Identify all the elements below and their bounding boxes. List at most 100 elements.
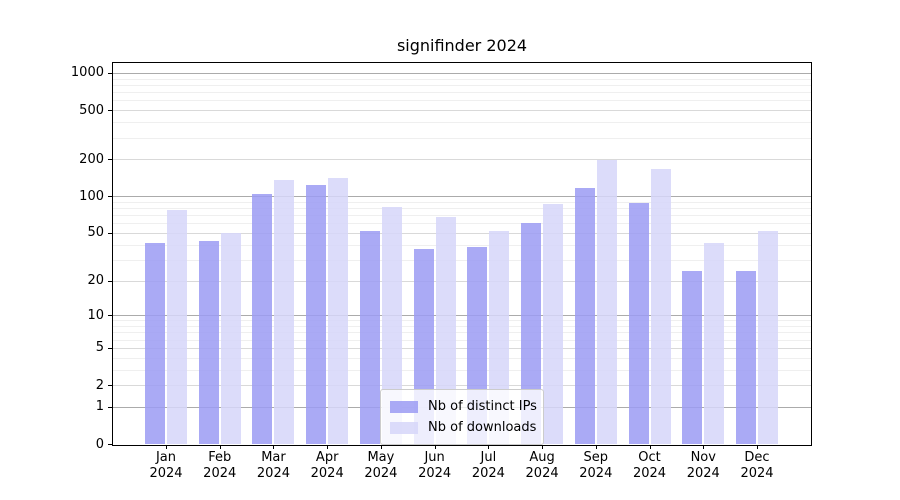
- y-tick-label-100: 100: [79, 188, 104, 204]
- y-tick-label-1: 1: [95, 399, 104, 415]
- gridline-300: [113, 137, 811, 139]
- x-tick-mark-nov: [703, 445, 705, 449]
- gridline-7: [113, 332, 811, 334]
- y-tick-label-0: 0: [95, 436, 104, 452]
- y-tick-mark-2: [108, 385, 112, 386]
- legend-swatch-distinct-ips: [390, 400, 418, 413]
- y-tick-label-50: 50: [87, 225, 104, 241]
- x-tick-mark-jan: [166, 445, 167, 449]
- bar-distinct-ips-apr: [306, 185, 327, 444]
- x-tick-label-jan: Jan 2024: [149, 450, 183, 481]
- bar-distinct-ips-sep: [574, 187, 595, 444]
- y-tick-label-10: 10: [87, 307, 104, 323]
- gridline-60: [113, 223, 811, 225]
- gridline-9: [113, 320, 811, 322]
- gridline-700: [113, 92, 811, 94]
- bar-downloads-mar: [274, 180, 295, 444]
- bar-distinct-ips-dec: [735, 271, 756, 444]
- gridline-90: [113, 201, 811, 203]
- y-tick-mark-1000: [108, 72, 112, 74]
- gridline-8: [113, 326, 811, 327]
- x-tick-mark-dec: [756, 445, 758, 449]
- gridline-6: [113, 339, 811, 341]
- bar-downloads-nov: [704, 243, 725, 444]
- bar-distinct-ips-feb: [198, 240, 219, 444]
- x-tick-mark-sep: [595, 445, 597, 449]
- y-tick-mark-5: [108, 347, 112, 349]
- x-tick-mark-mar: [273, 445, 275, 449]
- y-tick-mark-0: [108, 444, 112, 445]
- x-tick-mark-oct: [649, 445, 651, 449]
- x-tick-mark-aug: [542, 445, 544, 449]
- gridline-40: [113, 244, 811, 246]
- x-tick-mark-apr: [327, 445, 329, 449]
- x-tick-label-jun: Jun 2024: [418, 450, 452, 481]
- gridline-30: [113, 259, 811, 261]
- y-tick-label-200: 200: [79, 151, 104, 167]
- gridline-50: [113, 232, 811, 234]
- y-tick-mark-500: [108, 110, 112, 112]
- x-tick-mark-jul: [488, 445, 490, 449]
- bar-distinct-ips-aug: [521, 223, 542, 444]
- x-tick-label-feb: Feb 2024: [203, 450, 237, 481]
- gridline-80: [113, 208, 811, 210]
- x-tick-label-jul: Jul 2024: [471, 450, 505, 481]
- gridline-200: [113, 159, 811, 161]
- gridline-900: [113, 78, 811, 80]
- gridline-10: [113, 315, 811, 317]
- y-tick-label-1000: 1000: [70, 65, 104, 81]
- x-tick-label-mar: Mar 2024: [256, 450, 290, 481]
- bar-distinct-ips-may: [359, 230, 380, 444]
- x-tick-mark-feb: [219, 445, 221, 449]
- legend-label-distinct-ips: Nb of distinct IPs: [428, 399, 537, 414]
- bar-downloads-jan: [167, 210, 187, 444]
- x-tick-label-dec: Dec 2024: [740, 450, 774, 481]
- bar-downloads-may: [381, 207, 402, 444]
- bar-downloads-aug: [543, 204, 564, 444]
- x-tick-label-nov: Nov 2024: [686, 450, 720, 481]
- y-tick-label-5: 5: [95, 340, 104, 356]
- x-tick-label-sep: Sep 2024: [579, 450, 613, 481]
- y-tick-mark-10: [108, 315, 112, 317]
- x-tick-mark-jun: [434, 445, 436, 449]
- x-tick-mark-may: [380, 445, 382, 449]
- gridline-500: [113, 110, 811, 112]
- bar-distinct-ips-nov: [682, 271, 703, 444]
- y-tick-mark-1: [108, 406, 112, 408]
- x-tick-label-aug: Aug 2024: [525, 450, 559, 481]
- gridline-70: [113, 215, 811, 217]
- y-tick-label-20: 20: [87, 273, 104, 288]
- bar-downloads-oct: [650, 169, 671, 444]
- bar-downloads-feb: [220, 232, 241, 444]
- legend-entry-downloads: Nb of downloads: [390, 417, 536, 438]
- gridline-2: [113, 385, 811, 386]
- x-tick-label-may: May 2024: [364, 450, 398, 481]
- legend-swatch-downloads: [390, 421, 418, 434]
- bar-downloads-dec: [757, 230, 778, 444]
- x-tick-label-oct: Oct 2024: [632, 450, 667, 481]
- bar-downloads-jun: [435, 217, 456, 444]
- gridline-20: [113, 280, 811, 282]
- bar-distinct-ips-mar: [252, 193, 273, 444]
- y-tick-mark-20: [108, 280, 112, 282]
- gridline-400: [113, 122, 811, 124]
- y-tick-label-2: 2: [95, 377, 104, 393]
- bar-downloads-apr: [328, 177, 349, 444]
- gridline-600: [113, 100, 811, 102]
- chart-title: signifinder 2024: [396, 36, 528, 55]
- y-tick-mark-200: [108, 159, 112, 161]
- bar-distinct-ips-jan: [145, 243, 165, 444]
- gridline-100: [113, 196, 811, 198]
- y-tick-label-500: 500: [79, 102, 104, 118]
- gridline-5: [113, 347, 811, 349]
- y-tick-mark-100: [108, 196, 112, 198]
- bar-distinct-ips-oct: [628, 202, 649, 444]
- x-tick-label-apr: Apr 2024: [310, 450, 344, 481]
- bar-downloads-sep: [596, 160, 617, 444]
- legend-entry-distinct-ips: Nb of distinct IPs: [390, 396, 537, 417]
- legend: Nb of distinct IPs Nb of downloads: [380, 389, 544, 445]
- gridline-4: [113, 357, 811, 359]
- gridline-1000: [113, 72, 811, 74]
- gridline-3: [113, 369, 811, 371]
